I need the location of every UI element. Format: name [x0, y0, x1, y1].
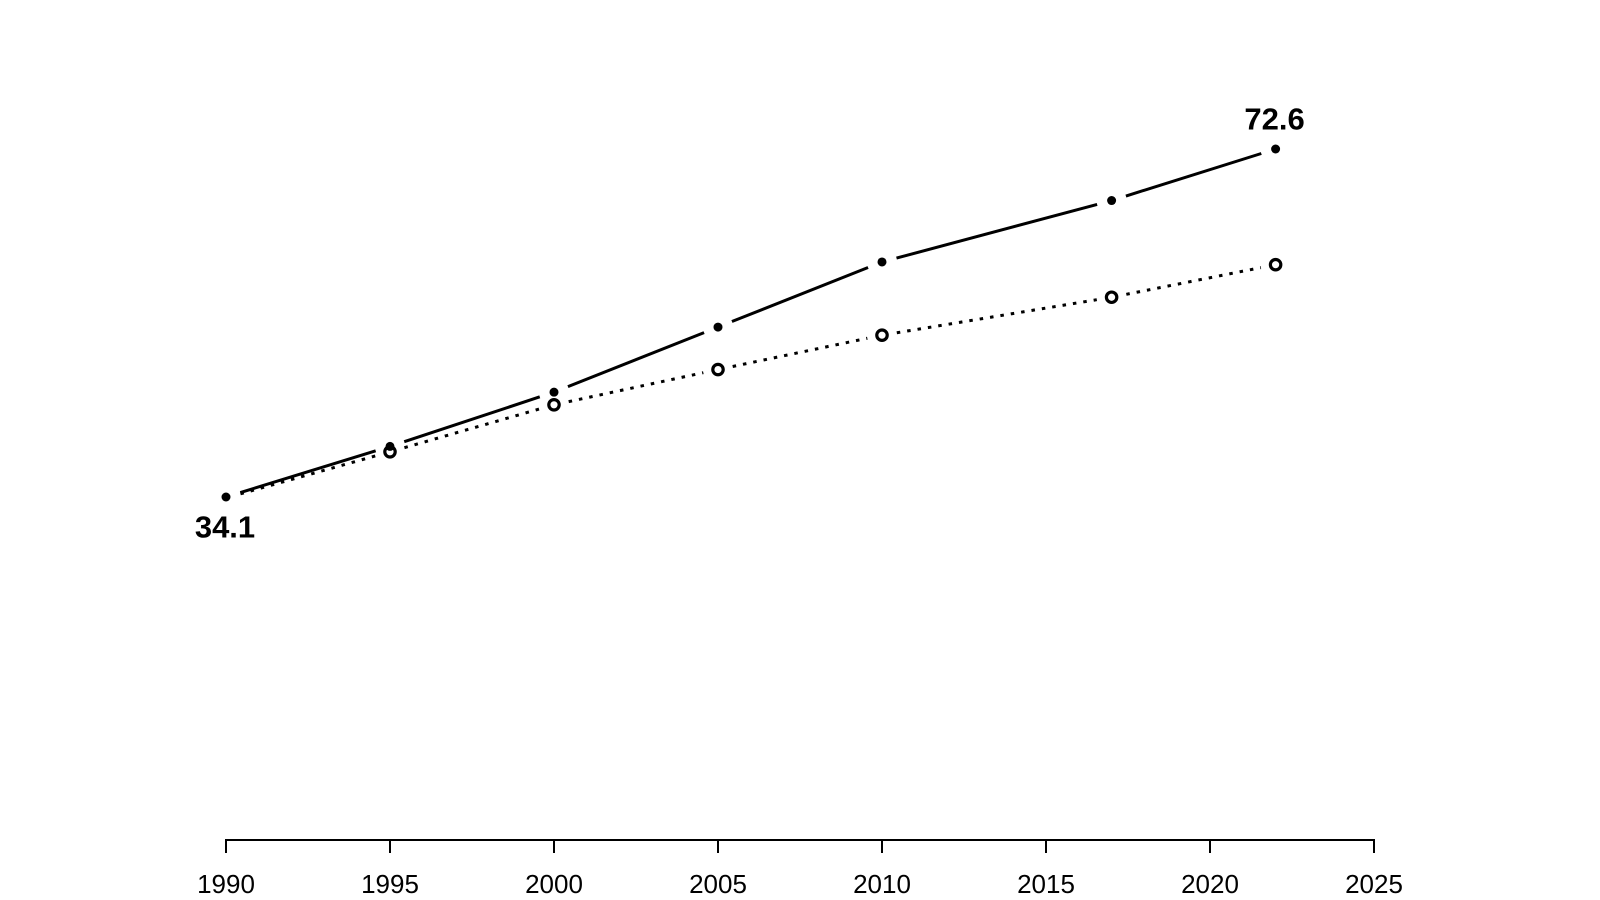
- open-circle-marker: [1104, 290, 1119, 305]
- dotted-series-segment: [896, 298, 1098, 335]
- solid-series-segment: [1125, 152, 1262, 198]
- dotted-series-segment: [568, 371, 704, 404]
- solid-series-segment: [403, 395, 541, 444]
- filled-dot-marker: [221, 492, 231, 502]
- x-tick-label: 2000: [525, 869, 583, 899]
- open-circle-marker: [711, 362, 725, 377]
- dotted-series-segment: [240, 454, 376, 496]
- x-tick-label: 2020: [1181, 869, 1239, 899]
- x-tick-label: 2005: [689, 869, 747, 899]
- x-tick-label: 1995: [361, 869, 419, 899]
- open-circle-marker: [875, 328, 889, 343]
- open-circle-marker: [1268, 257, 1283, 272]
- filled-dot-marker: [385, 441, 395, 451]
- filled-dot-marker: [1107, 196, 1117, 206]
- x-tick-label: 1990: [197, 869, 255, 899]
- filled-dot-marker: [713, 322, 723, 332]
- solid-series-segment: [239, 449, 377, 495]
- x-tick-label: 2010: [853, 869, 911, 899]
- open-circle-marker: [547, 398, 561, 412]
- point-value-label: 34.1: [195, 510, 255, 545]
- x-tick-label: 2015: [1017, 869, 1075, 899]
- filled-dot-marker: [877, 257, 887, 267]
- solid-series-segment: [567, 331, 705, 389]
- x-tick-label: 2025: [1345, 869, 1403, 899]
- dotted-series-segment: [732, 336, 868, 368]
- solid-series-segment: [731, 266, 869, 323]
- point-value-label: 72.6: [1244, 101, 1304, 136]
- solid-series-segment: [896, 202, 1098, 260]
- dotted-series-segment: [404, 407, 540, 450]
- dotted-series-segment: [1126, 266, 1262, 296]
- filled-dot-marker: [1271, 144, 1281, 154]
- filled-dot-marker: [549, 387, 559, 397]
